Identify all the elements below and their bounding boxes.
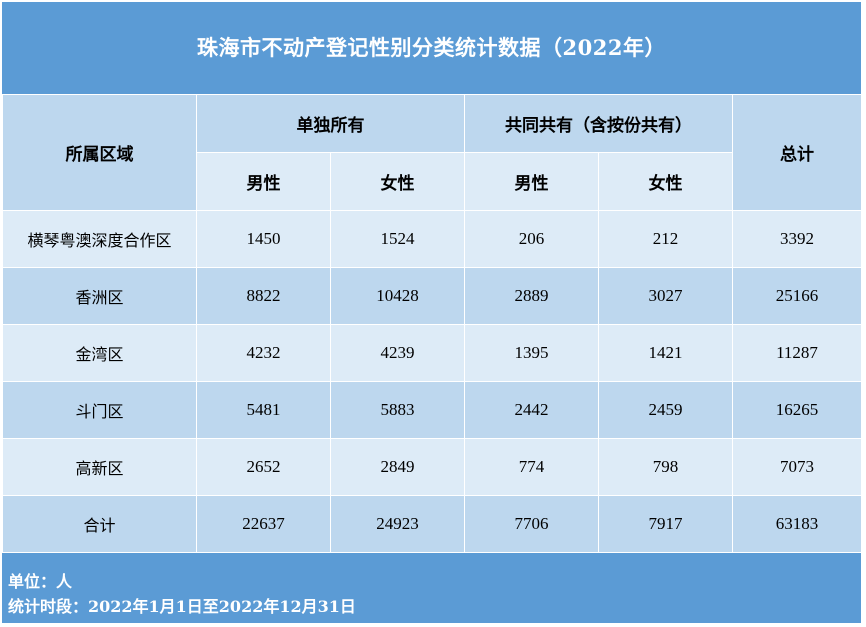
cell-joint-female: 2459 (598, 381, 733, 439)
cell-joint-female: 212 (598, 210, 733, 268)
header-sole-male: 男性 (196, 152, 331, 211)
table-row: 香洲区 8822 10428 2889 3027 25166 (2, 267, 862, 325)
cell-sole-male: 1450 (196, 210, 331, 268)
header-joint-female: 女性 (598, 152, 733, 211)
cell-sole-male: 22637 (196, 495, 331, 553)
footer-notes: 单位：人 统计时段：2022年1月1日至2022年12月31日 (2, 552, 861, 623)
cell-sole-female: 5883 (330, 381, 465, 439)
period-note: 统计时段：2022年1月1日至2022年12月31日 (8, 597, 356, 616)
cell-sole-female: 10428 (330, 267, 465, 325)
cell-sole-male: 4232 (196, 324, 331, 382)
table-row: 横琴粤澳深度合作区 1450 1524 206 212 3392 (2, 210, 862, 268)
cell-joint-male: 2442 (464, 381, 599, 439)
cell-joint-female: 798 (598, 438, 733, 496)
cell-sole-female: 1524 (330, 210, 465, 268)
cell-region: 金湾区 (2, 324, 197, 382)
header-total: 总计 (732, 94, 862, 211)
table-row: 斗门区 5481 5883 2442 2459 16265 (2, 381, 862, 439)
cell-joint-female: 7917 (598, 495, 733, 553)
unit-note: 单位：人 (8, 572, 73, 591)
cell-joint-male: 2889 (464, 267, 599, 325)
statistics-table: 所属区域 单独所有 共同共有（含按份共有） 总计 男性 女性 男性 女性 横琴粤… (2, 94, 862, 553)
cell-region: 合计 (2, 495, 197, 553)
cell-total: 16265 (732, 381, 862, 439)
cell-total: 7073 (732, 438, 862, 496)
header-region: 所属区域 (2, 94, 197, 211)
cell-sole-female: 24923 (330, 495, 465, 553)
cell-total: 63183 (732, 495, 862, 553)
cell-sole-male: 8822 (196, 267, 331, 325)
cell-region: 横琴粤澳深度合作区 (2, 210, 197, 268)
cell-sole-male: 5481 (196, 381, 331, 439)
cell-sole-male: 2652 (196, 438, 331, 496)
header-joint-ownership: 共同共有（含按份共有） (464, 94, 733, 153)
header-joint-male: 男性 (464, 152, 599, 211)
cell-total: 25166 (732, 267, 862, 325)
cell-joint-female: 1421 (598, 324, 733, 382)
cell-joint-male: 206 (464, 210, 599, 268)
cell-region: 香洲区 (2, 267, 197, 325)
cell-joint-male: 774 (464, 438, 599, 496)
header-sole-ownership: 单独所有 (196, 94, 465, 153)
cell-region: 斗门区 (2, 381, 197, 439)
cell-sole-female: 4239 (330, 324, 465, 382)
cell-region: 高新区 (2, 438, 197, 496)
header-sole-female: 女性 (330, 152, 465, 211)
table-row-total: 合计 22637 24923 7706 7917 63183 (2, 495, 862, 553)
page-title: 珠海市不动产登记性别分类统计数据（2022年） (197, 35, 666, 60)
header-row-2: 男性 女性 男性 女性 (3, 152, 862, 211)
cell-joint-male: 1395 (464, 324, 599, 382)
cell-total: 3392 (732, 210, 862, 268)
cell-joint-female: 3027 (598, 267, 733, 325)
table-row: 高新区 2652 2849 774 798 7073 (2, 438, 862, 496)
table-row: 金湾区 4232 4239 1395 1421 11287 (2, 324, 862, 382)
cell-total: 11287 (732, 324, 862, 382)
cell-joint-male: 7706 (464, 495, 599, 553)
header-row-1: 所属区域 单独所有 共同共有（含按份共有） 总计 (2, 94, 862, 211)
cell-sole-female: 2849 (330, 438, 465, 496)
